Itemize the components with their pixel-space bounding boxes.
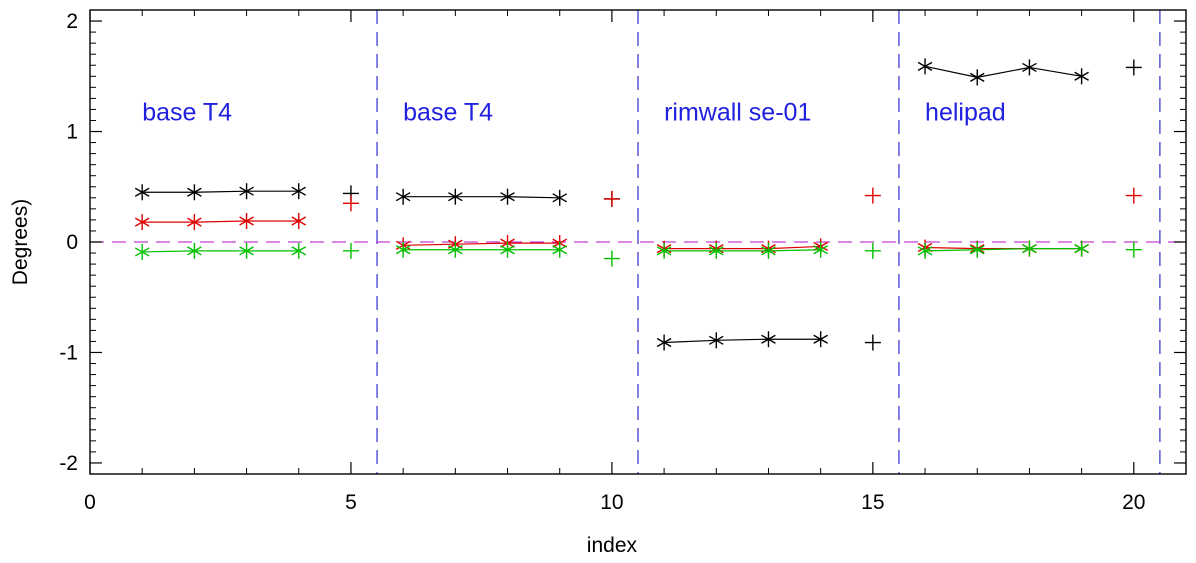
plus-marker (603, 250, 620, 267)
x-tick-label: 15 (861, 491, 884, 514)
series-green-plus (342, 241, 1142, 267)
x-tick-label: 5 (345, 491, 357, 514)
asterisk-marker (656, 334, 672, 351)
series-line (664, 245, 821, 250)
series-green-asterisk (134, 240, 1089, 260)
asterisk-marker (1074, 68, 1089, 85)
plus-marker (603, 190, 620, 207)
region-label: rimwall se-01 (664, 98, 811, 126)
asterisk-marker (813, 331, 828, 348)
asterisk-marker (1074, 240, 1089, 257)
asterisk-marker (761, 331, 776, 348)
asterisk-marker (1022, 59, 1037, 76)
series-line (403, 242, 560, 246)
y-axis-title: Degrees) (9, 199, 32, 285)
region-labels: base T4 base T4 rimwall se-01 helipad (142, 98, 1005, 126)
asterisk-marker (969, 241, 985, 258)
series-line (142, 250, 299, 253)
series-layer (134, 58, 1142, 351)
asterisk-marker (761, 242, 776, 259)
plus-marker (1125, 241, 1142, 258)
guide-lines (90, 10, 1186, 474)
asterisk-marker (552, 189, 568, 206)
asterisk-marker (291, 242, 307, 259)
asterisk-marker (239, 242, 254, 259)
plus-marker (864, 334, 881, 351)
asterisk-marker (969, 69, 985, 86)
series-line (924, 65, 1082, 79)
series-line (664, 249, 821, 252)
plus-marker (342, 195, 359, 212)
region-label: base T4 (403, 98, 493, 126)
series-line (664, 338, 821, 344)
series-black-asterisk (134, 58, 1089, 351)
asterisk-marker (291, 183, 307, 200)
asterisk-marker (708, 332, 724, 349)
asterisk-marker (134, 243, 150, 260)
asterisk-marker (656, 242, 672, 259)
y-tick-label: 1 (66, 121, 78, 144)
series-line (142, 190, 299, 193)
series-line (925, 248, 1082, 252)
x-axis-title: index (587, 534, 638, 557)
asterisk-marker (134, 184, 150, 201)
plus-marker (864, 187, 881, 204)
y-tick-label: -1 (59, 341, 78, 364)
asterisk-marker (552, 241, 568, 258)
y-tick-label: -2 (59, 452, 78, 475)
asterisk-marker (187, 214, 202, 231)
series-line (142, 220, 299, 223)
region-label: helipad (925, 98, 1006, 126)
axis-ticks: 0 5 10 15 20 -2 -1 0 1 2 (59, 9, 1187, 514)
series-line (403, 196, 560, 199)
y-tick-label: 2 (66, 10, 78, 33)
region-label: base T4 (142, 98, 232, 126)
series-red-plus (342, 187, 1142, 212)
asterisk-marker (395, 241, 411, 258)
plus-marker (1125, 187, 1142, 204)
x-tick-label: 0 (84, 491, 96, 514)
plus-marker (1125, 59, 1142, 76)
y-tick-label: 0 (66, 231, 78, 254)
asterisk-marker (500, 241, 515, 258)
asterisk-marker (500, 188, 515, 205)
asterisk-marker (708, 242, 724, 259)
plus-marker (342, 242, 359, 259)
asterisk-marker (448, 241, 463, 258)
asterisk-marker (448, 188, 463, 205)
asterisk-marker (813, 241, 828, 258)
asterisk-marker (187, 184, 202, 201)
asterisk-marker (134, 214, 150, 231)
asterisk-marker (395, 188, 411, 205)
asterisk-marker (917, 242, 933, 259)
plus-marker (864, 242, 881, 259)
asterisk-marker (187, 242, 202, 259)
asterisk-marker (917, 58, 933, 75)
asterisk-marker (239, 213, 254, 230)
asterisk-marker (239, 183, 254, 200)
asterisk-marker (1022, 240, 1037, 257)
x-tick-label: 10 (600, 491, 623, 514)
asterisk-marker (291, 213, 307, 230)
x-tick-label: 20 (1122, 491, 1145, 514)
